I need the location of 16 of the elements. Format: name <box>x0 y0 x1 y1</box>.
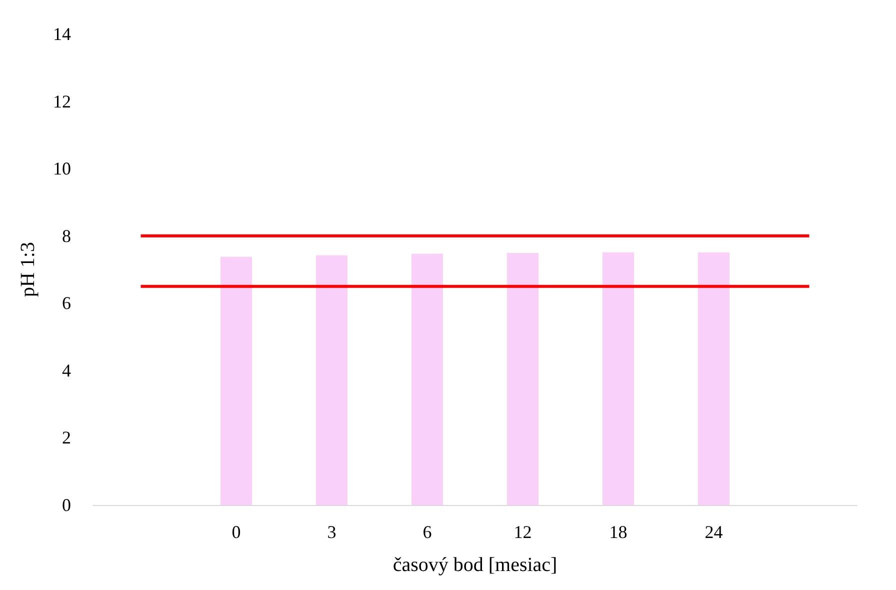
y-tick-label: 6 <box>62 293 71 314</box>
y-tick-label: 2 <box>62 428 71 448</box>
x-tick-label: 24 <box>704 522 723 542</box>
x-tick-label: 3 <box>327 522 336 542</box>
x-tick-label: 6 <box>422 522 432 542</box>
y-tick-label: 8 <box>62 226 71 246</box>
y-tick-label: 12 <box>53 91 71 112</box>
y-tick-label: 0 <box>62 495 71 515</box>
x-tick-label: 12 <box>514 522 532 542</box>
x-axis-title: časový bod [mesiac] <box>392 554 558 576</box>
y-axis-title: pH 1:3 <box>17 242 39 297</box>
y-tick-label: 14 <box>53 24 71 44</box>
x-tick-label: 0 <box>232 522 241 542</box>
x-tick-label: 18 <box>609 522 628 542</box>
y-tick-label: 10 <box>53 158 71 179</box>
y-tick-label: 4 <box>62 360 71 380</box>
